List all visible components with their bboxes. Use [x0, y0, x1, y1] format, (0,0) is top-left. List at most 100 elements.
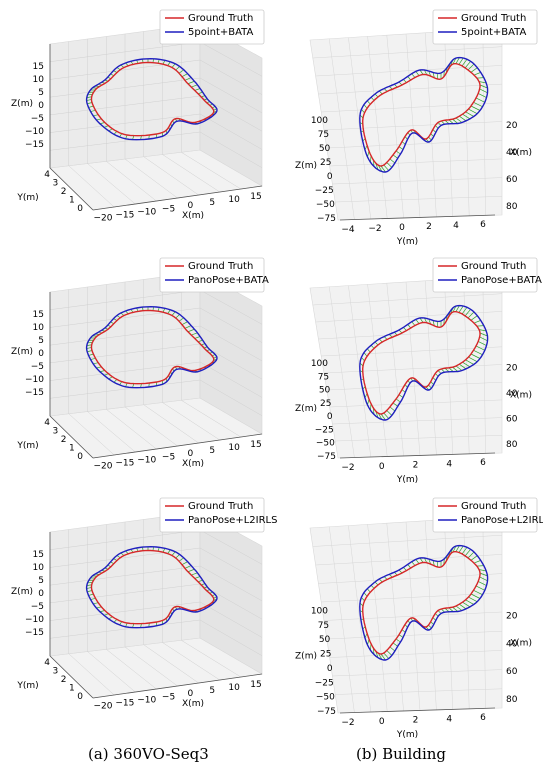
error-segment	[462, 601, 471, 608]
grid-line	[181, 400, 242, 438]
error-segment	[90, 597, 96, 600]
grid-line	[444, 279, 454, 455]
grid-line	[199, 547, 263, 583]
grid-line	[482, 29, 486, 216]
grid-line	[199, 529, 263, 565]
grid-line	[335, 688, 503, 695]
error-segment	[452, 57, 457, 65]
x-tick-label: 5	[209, 686, 215, 696]
error-segment	[171, 551, 176, 556]
grid-line	[482, 277, 486, 454]
error-segment	[475, 97, 485, 103]
z-tick-label: 75	[318, 130, 329, 140]
estimate-line	[85, 545, 218, 629]
z-axis-label: Z(m)	[295, 404, 317, 414]
error-segment	[87, 94, 93, 96]
y-tick-label: 0	[77, 204, 83, 214]
error-segment	[380, 653, 386, 661]
grid-line	[199, 113, 263, 150]
z-axis-label: Z(m)	[11, 347, 33, 357]
grid-line	[332, 177, 503, 185]
x-tick-label: 80	[506, 202, 518, 212]
error-segment	[470, 353, 481, 359]
z-tick-label: 50	[319, 635, 331, 645]
error-segment	[167, 549, 171, 554]
error-segment	[432, 320, 435, 326]
error-segment	[478, 81, 487, 84]
y-tick-label: 0	[77, 452, 83, 462]
y-tick-label: −4	[341, 225, 355, 235]
ground-truth-line	[361, 63, 481, 167]
x-tick-label: 10	[228, 443, 240, 453]
y-axis-label: Y(m)	[396, 730, 418, 740]
y-axis-label: Y(m)	[16, 441, 38, 451]
error-segment	[468, 596, 478, 603]
y-tick-label: 0	[77, 692, 83, 702]
x-axis-line	[92, 433, 263, 459]
error-segment	[398, 146, 404, 150]
error-segment	[378, 165, 383, 172]
error-segment	[452, 305, 457, 313]
y-tick-label: −2	[341, 463, 354, 473]
error-segment	[96, 118, 102, 121]
z-tick-label: 10	[33, 323, 45, 333]
pane-side	[199, 271, 263, 435]
error-segment	[415, 319, 420, 324]
legend-entry: Ground Truth	[461, 13, 526, 24]
x-axis-label: X(m)	[182, 211, 204, 221]
legend-entry: 5point+BATA	[188, 27, 254, 38]
error-segment	[96, 606, 102, 609]
error-segment	[386, 410, 393, 416]
error-segment	[432, 560, 435, 566]
grid-line	[199, 361, 263, 398]
z-tick-label: 100	[311, 607, 328, 617]
legend-entry: Ground Truth	[188, 13, 253, 24]
grid-line	[332, 417, 503, 425]
error-segment	[452, 118, 459, 124]
x-tick-label: 80	[506, 695, 518, 705]
z-tick-label: −50	[316, 439, 335, 449]
error-segment	[90, 109, 96, 112]
error-segment	[87, 590, 93, 593]
grid-line	[463, 30, 470, 217]
error-segment	[181, 73, 188, 78]
error-segment	[473, 101, 483, 108]
error-segment	[407, 324, 412, 329]
y-tick-label: 1	[69, 196, 75, 206]
z-tick-label: −15	[25, 140, 44, 150]
error-segment	[191, 84, 198, 88]
error-segment	[88, 353, 94, 356]
error-segment	[392, 154, 398, 159]
z-tick-label: 75	[318, 621, 329, 631]
error-segment	[187, 568, 195, 573]
x-tick-label: 10	[228, 683, 240, 693]
error-segment	[415, 559, 420, 564]
grid-line	[162, 642, 220, 681]
legend-box	[432, 9, 538, 45]
legend-entry: PanoPose+L2IRLS	[188, 515, 277, 526]
error-segment	[194, 336, 201, 339]
error-segment	[167, 61, 171, 66]
error-segment	[90, 357, 96, 360]
error-segment	[181, 321, 188, 326]
x-axis-label: X(m)	[510, 148, 532, 158]
x-tick-label: 40	[506, 148, 518, 158]
error-segment	[478, 569, 487, 572]
z-tick-label: 50	[319, 386, 331, 396]
error-segment	[428, 318, 432, 325]
error-segment	[103, 613, 109, 616]
z-tick-label: 5	[38, 576, 44, 586]
y-tick-label: 4	[44, 658, 50, 668]
grid-line	[199, 41, 263, 77]
z-tick-label: 0	[327, 412, 333, 422]
estimate-line	[359, 56, 489, 173]
error-segment	[419, 317, 424, 323]
error-segment	[392, 402, 398, 407]
error-segment	[374, 341, 379, 346]
x-tick-label: 40	[506, 389, 518, 399]
z-tick-label: −50	[316, 200, 335, 210]
error-segment	[86, 584, 92, 586]
grid-line	[335, 435, 503, 442]
error-segment	[470, 593, 481, 599]
grid-line	[199, 601, 263, 638]
